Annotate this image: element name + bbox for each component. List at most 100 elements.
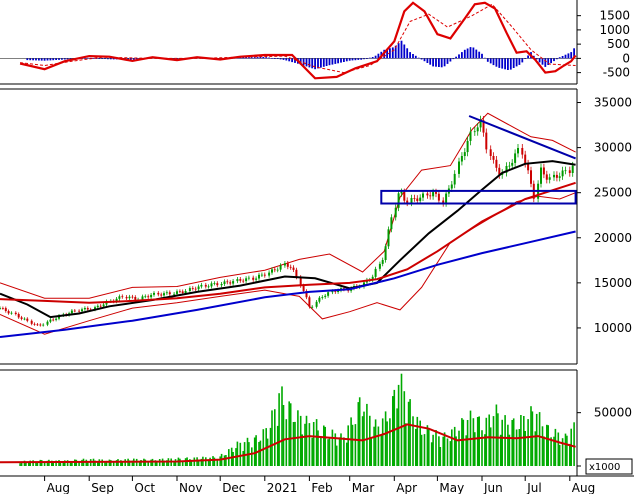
volume-bar [432,434,434,466]
macd-histogram-bar [61,58,63,60]
macd-histogram-bar [43,58,46,61]
volume-bar [121,461,124,466]
macd-histogram-bar [363,58,365,60]
price-candle-body [188,288,191,291]
price-candle-body [299,277,302,286]
price-candle-body [318,297,321,302]
price-candle-body [540,167,542,184]
volume-bar [46,460,49,466]
price-candle-body [197,286,200,290]
price-candle-body [406,200,409,203]
volume-bar [156,461,158,466]
macd-histogram-bar [248,57,250,59]
price-y-tick-label: 20000 [594,231,632,245]
macd-histogram-bar [443,58,446,67]
volume-bar [225,455,227,466]
macd-histogram-bar [135,58,138,60]
macd-histogram-bar [38,58,40,61]
volume-bar [363,411,365,466]
volume-bar [323,425,325,466]
volume-bar [64,460,66,466]
macd-histogram-bar [556,58,558,60]
bollinger-upper-band [0,112,576,299]
price-candle-body [245,278,248,282]
volume-bar [412,416,414,466]
price-candle-body [210,283,213,287]
volume-bar [474,432,476,466]
price-candle-body [157,292,160,295]
x-tick-label: Aug [47,481,70,494]
macd-histogram-bar [331,58,334,65]
macd-histogram-bar [478,51,481,59]
macd-histogram-bar [440,58,443,68]
macd-histogram-bar [481,53,483,59]
macd-histogram-bar [32,58,34,61]
macd-histogram-bar [98,58,101,59]
macd-histogram-bar [466,48,469,59]
macd-y-tick-label: 1000 [599,23,630,37]
price-candle-body [564,170,567,172]
macd-histogram-bar [371,57,374,59]
volume-bar [242,451,244,466]
macd-histogram-bar [55,58,57,60]
price-candle-body [378,263,381,269]
price-candle-body [207,286,210,288]
volume-bar [357,402,360,466]
macd-histogram-bar [337,58,339,64]
x-tick-label: May [439,481,464,494]
macd-histogram-bar [130,58,132,60]
macd-histogram-bar [461,52,463,59]
volume-bar [163,460,165,466]
volume-bar [416,416,419,466]
price-candle-body [42,324,45,326]
volume-average-line [0,423,576,464]
macd-histogram-bar [394,45,397,59]
price-candle-body [517,148,519,154]
volume-bar [253,437,256,466]
macd-histogram-bar [429,58,432,65]
volume-bar [219,456,221,466]
price-candle-body [450,184,453,189]
price-candle-body [252,277,255,280]
volume-bar [262,429,265,466]
macd-histogram-bar [69,58,72,60]
macd-histogram-bar [426,58,429,63]
volume-bar [243,442,246,466]
macd-histogram-bar [63,58,66,60]
macd-histogram-bar [368,57,371,59]
price-candle-body [273,269,276,271]
price-candle-body [131,296,134,298]
volume-bar [251,447,253,466]
price-candle-body [458,161,460,174]
macd-histogram-bar [435,58,437,67]
macd-histogram-bar [486,58,489,62]
macd-histogram-bar [294,58,296,63]
volume-bar [397,384,400,466]
macd-histogram-bar [391,47,394,59]
volume-bar [288,401,290,466]
price-candle-body [311,306,314,308]
volume-bar [380,435,383,466]
volume-bar [478,416,480,466]
volume-bar [515,429,518,466]
volume-bar [239,442,242,466]
volume-bar [51,460,53,466]
volume-bar [354,424,357,466]
volume-bar [209,457,211,466]
price-candle-body [73,310,76,312]
price-candle-body [400,191,403,194]
price-candle-body [397,193,400,208]
macd-y-tick-label: -500 [603,66,630,80]
price-candle-body [568,170,571,173]
macd-histogram-bar [374,55,377,59]
price-panel: 35000 30000 25000 20000 15000 10000 [0,88,632,365]
macd-histogram-bar [449,58,452,62]
price-candle-body [295,269,298,278]
volume-bar [520,415,522,466]
volume-bar [507,424,509,466]
macd-histogram-bar [328,58,331,66]
macd-histogram-bar [423,58,426,62]
volume-bar [407,401,410,466]
volume-bar [499,434,502,466]
